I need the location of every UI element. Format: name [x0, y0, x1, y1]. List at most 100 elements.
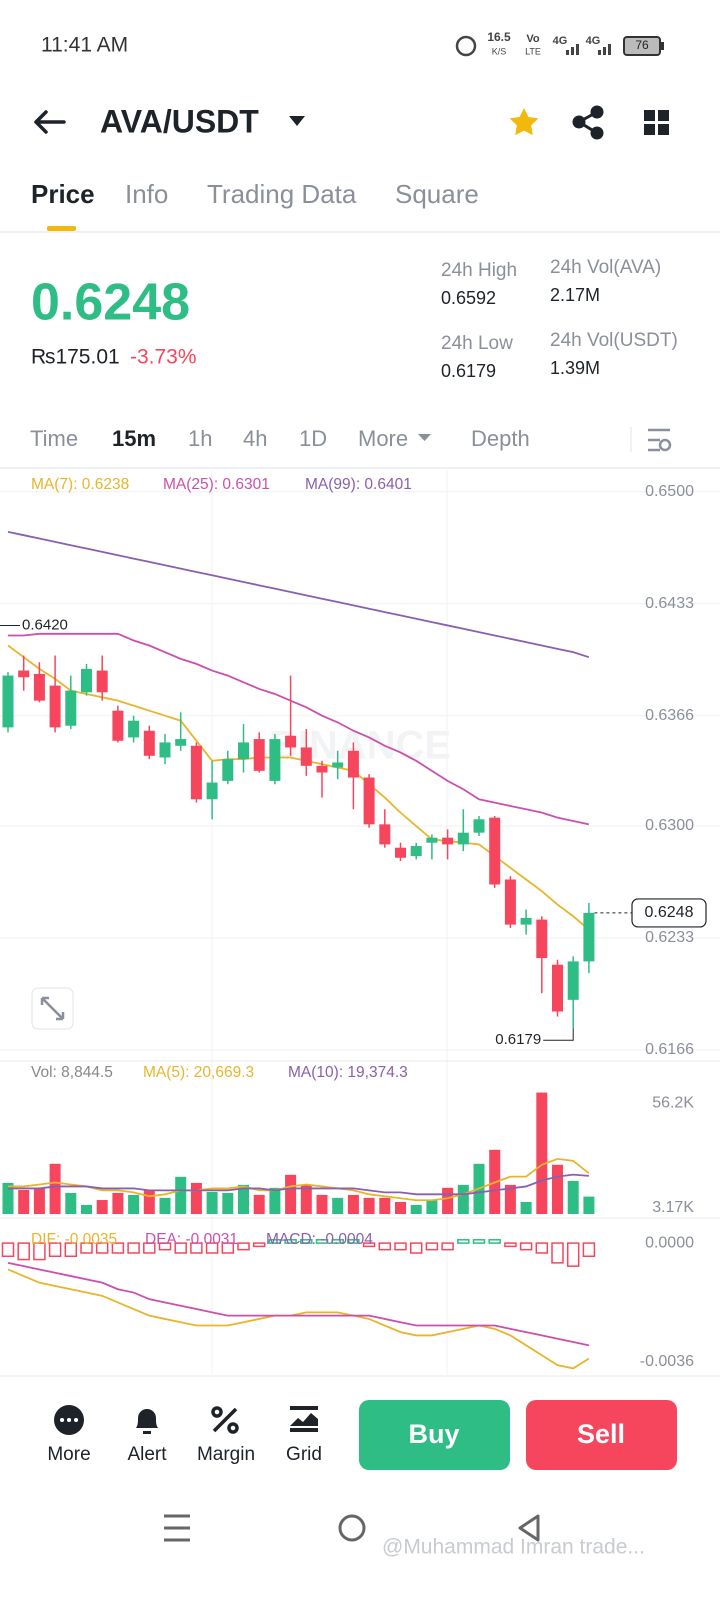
y-tick-label: 3.17K — [652, 1199, 694, 1216]
candle-body — [2, 675, 14, 728]
candle-body — [316, 765, 328, 773]
share-button[interactable] — [572, 105, 604, 140]
ma-line — [7, 530, 590, 659]
legend-entry: MA(10): 19,374.3 — [288, 1064, 408, 1081]
macd-bar — [221, 1242, 235, 1254]
volume-bar — [410, 1204, 422, 1214]
interval[interactable]: 1D — [299, 426, 327, 451]
chart-settings[interactable] — [648, 428, 672, 452]
candle-body — [159, 742, 171, 758]
pair-dropdown[interactable] — [289, 116, 305, 126]
ma-line — [8, 632, 590, 826]
stat-label: 24h Vol(USDT) — [550, 330, 678, 351]
candle-body — [473, 819, 485, 833]
buy-label[interactable]: Buy — [408, 1419, 459, 1449]
action-label[interactable]: Grid — [286, 1444, 322, 1465]
candle-body — [379, 824, 391, 845]
candle-body — [285, 735, 297, 748]
low-marker — [543, 1028, 574, 1041]
candle-body — [96, 670, 108, 693]
volume-bar — [96, 1200, 108, 1214]
macd-bar — [17, 1242, 30, 1261]
interval[interactable]: More — [358, 426, 408, 451]
candle-body — [206, 782, 218, 800]
y-tick-label: 0.6300 — [645, 817, 694, 834]
macd-bar — [409, 1242, 423, 1254]
volume-bar — [347, 1194, 359, 1214]
action-label[interactable]: Alert — [127, 1444, 167, 1465]
nav-home[interactable] — [338, 1514, 366, 1542]
alert-icon[interactable] — [136, 1409, 158, 1434]
macd-bar — [111, 1242, 125, 1254]
legend-entry: Vol: 8,844.5 — [31, 1064, 113, 1081]
tab[interactable]: Square — [395, 179, 479, 209]
tab[interactable]: Info — [125, 179, 168, 209]
nav-back[interactable] — [518, 1514, 540, 1542]
interval[interactable]: Depth — [471, 426, 530, 451]
candle-body — [426, 837, 438, 843]
candle-body — [269, 739, 281, 781]
back-button[interactable] — [34, 110, 66, 134]
interval[interactable]: 15m — [112, 426, 156, 451]
buy-button[interactable] — [359, 1400, 510, 1470]
low-label: 0.6179 — [495, 1031, 541, 1048]
nav-menu[interactable] — [164, 1514, 190, 1542]
macd-bar — [64, 1242, 78, 1258]
action-label[interactable]: More — [47, 1444, 90, 1465]
volume-bar — [81, 1204, 92, 1214]
interval[interactable]: 1h — [188, 426, 212, 451]
macd-bar — [425, 1242, 439, 1251]
macd-bar — [205, 1242, 219, 1254]
macd-bar — [362, 1242, 376, 1248]
macd-bar — [472, 1239, 486, 1244]
fullscreen-button[interactable] — [31, 987, 74, 1030]
macd-bar — [582, 1242, 596, 1258]
legend-entry: MA(5): 20,669.3 — [143, 1064, 254, 1081]
ma-line — [7, 1261, 590, 1347]
y-tick-label: 0.6433 — [645, 595, 694, 612]
volume-bar — [112, 1192, 124, 1214]
pair-title[interactable]: AVA/USDT — [100, 103, 259, 139]
battery-tip — [661, 42, 664, 50]
interval[interactable]: 4h — [243, 426, 267, 451]
macd-bar — [127, 1242, 140, 1254]
macd-bar — [80, 1242, 93, 1254]
volume-bar — [332, 1197, 344, 1214]
macd-bar — [300, 1239, 313, 1244]
y-tick-label: -0.0036 — [640, 1353, 694, 1370]
volume-bar — [206, 1191, 218, 1214]
favorite-star[interactable] — [509, 108, 539, 136]
volume-bar — [159, 1197, 171, 1214]
candle-body — [222, 759, 234, 781]
interval[interactable]: Time — [30, 426, 78, 451]
y-tick-label: 0.6233 — [645, 929, 694, 946]
tab[interactable]: Price — [31, 179, 95, 209]
ma-line — [8, 1173, 589, 1196]
macd-bar — [535, 1242, 549, 1254]
grid-icon[interactable] — [290, 1406, 318, 1432]
y-tick-label: 0.0000 — [645, 1234, 694, 1251]
more-dropdown[interactable] — [418, 434, 431, 441]
volume-bar — [520, 1201, 532, 1214]
macd-bar — [48, 1242, 62, 1258]
candle-body — [395, 847, 406, 858]
macd-bar — [394, 1242, 407, 1251]
volume-bar — [552, 1164, 563, 1214]
stat-label: 24h Vol(AVA) — [550, 257, 661, 278]
tab[interactable]: Trading Data — [207, 179, 357, 209]
macd-bar — [331, 1239, 344, 1244]
margin-icon[interactable] — [211, 1406, 239, 1434]
candle-body — [33, 673, 45, 701]
action-label[interactable]: Margin — [197, 1444, 255, 1465]
volume-bar — [128, 1194, 140, 1214]
candle-body — [49, 685, 61, 728]
sell-label[interactable]: Sell — [577, 1419, 625, 1449]
layout-button[interactable] — [644, 110, 669, 135]
candle-body — [332, 762, 344, 768]
candle-body — [552, 964, 563, 1012]
ma-line — [8, 1157, 590, 1202]
sell-button[interactable] — [526, 1400, 677, 1470]
candle-body — [536, 919, 548, 959]
macd-bar — [504, 1242, 517, 1248]
